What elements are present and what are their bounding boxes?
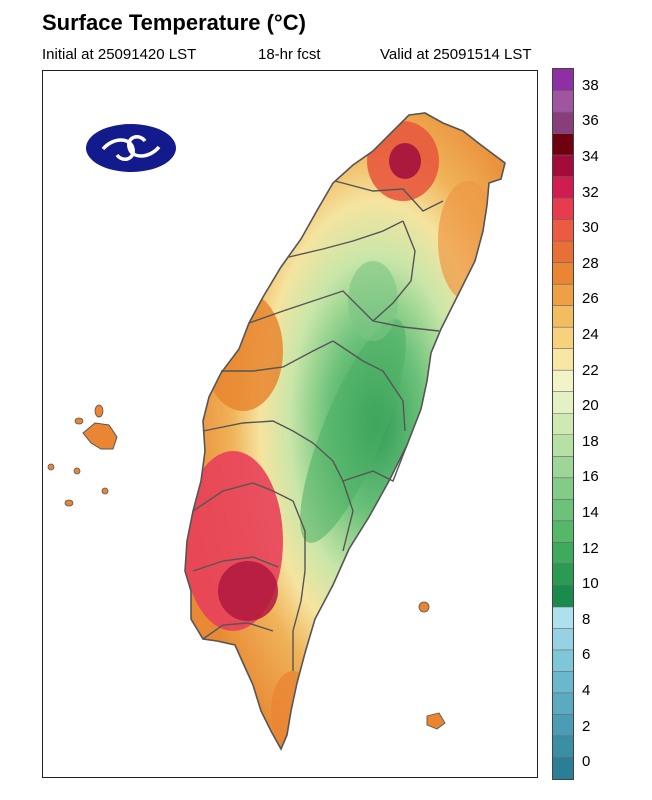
colorbar-swatch bbox=[553, 413, 573, 436]
cwa-logo-icon bbox=[86, 124, 176, 172]
colorbar-tick-label: 34 bbox=[582, 148, 599, 165]
colorbar-swatch bbox=[553, 284, 573, 306]
colorbar-tick-label: 4 bbox=[582, 682, 591, 699]
colorbar-swatch bbox=[553, 520, 573, 543]
colorbar-swatch bbox=[553, 542, 573, 565]
colorbar-swatch bbox=[553, 757, 573, 779]
initial-time-label: Initial at 25091420 LST bbox=[42, 46, 197, 63]
colorbar-swatch bbox=[553, 456, 573, 479]
chart-title: Surface Temperature (°C) bbox=[42, 10, 306, 35]
colorbar-tick-label: 2 bbox=[582, 717, 591, 735]
colorbar-swatch bbox=[553, 327, 573, 349]
colorbar-tick-label: 38 bbox=[582, 76, 599, 94]
colorbar-tick-label: 30 bbox=[582, 219, 599, 237]
colorbar-swatch bbox=[553, 692, 573, 715]
colorbar-swatch bbox=[553, 628, 573, 651]
colorbar-tick-label: 0 bbox=[582, 753, 591, 771]
colorbar-tick-label: 32 bbox=[582, 183, 599, 201]
colorbar-tick-label: 36 bbox=[582, 112, 599, 130]
colorbar-swatch bbox=[553, 241, 573, 263]
colorbar-swatch bbox=[553, 391, 573, 414]
colorbar-swatch bbox=[553, 585, 573, 608]
colorbar-tick-label: 18 bbox=[582, 432, 599, 450]
colorbar-swatch bbox=[553, 606, 573, 629]
colorbar-swatch bbox=[553, 112, 573, 134]
colorbar-tick-label: 28 bbox=[582, 254, 599, 272]
colorbar-tick-label: 6 bbox=[582, 646, 591, 664]
colorbar-swatch bbox=[553, 563, 573, 586]
taiwan-island bbox=[184, 112, 506, 751]
colorbar-swatch bbox=[553, 176, 573, 199]
colorbar-swatch bbox=[553, 348, 573, 371]
colorbar-swatch bbox=[553, 434, 573, 457]
colorbar-tick-label: 12 bbox=[582, 539, 599, 557]
map-panel bbox=[42, 70, 538, 778]
colorbar-tick-label: 22 bbox=[582, 361, 599, 379]
colorbar-swatch bbox=[553, 90, 573, 113]
temperature-colorbar bbox=[552, 68, 574, 780]
colorbar-swatch bbox=[553, 499, 573, 522]
colorbar-tick-label: 20 bbox=[582, 397, 599, 415]
colorbar-swatch bbox=[553, 69, 573, 91]
penghu-islands bbox=[47, 404, 118, 507]
map-svg bbox=[47, 112, 506, 751]
colorbar-tick-label: 14 bbox=[582, 504, 599, 521]
colorbar-swatch bbox=[553, 155, 573, 177]
colorbar-swatch bbox=[553, 305, 573, 328]
colorbar-swatch bbox=[553, 370, 573, 393]
colorbar-swatch bbox=[553, 262, 573, 285]
offshore-islands bbox=[418, 601, 446, 730]
colorbar-svg bbox=[553, 69, 573, 779]
colorbar-tick-label: 16 bbox=[582, 468, 599, 486]
colorbar-swatch bbox=[553, 133, 573, 156]
colorbar-swatch bbox=[553, 714, 573, 737]
colorbar-swatch bbox=[553, 198, 573, 220]
colorbar-tick-label: 26 bbox=[582, 290, 599, 308]
colorbar-swatch bbox=[553, 671, 573, 694]
colorbar-tick-label: 24 bbox=[582, 326, 599, 343]
colorbar-tick-label: 10 bbox=[582, 575, 599, 593]
valid-time-label: Valid at 25091514 LST bbox=[380, 46, 532, 63]
colorbar-swatch bbox=[553, 649, 573, 672]
colorbar-tick-label: 8 bbox=[582, 610, 591, 628]
colorbar-swatch bbox=[553, 477, 573, 500]
colorbar-swatch bbox=[553, 735, 573, 758]
colorbar-swatch bbox=[553, 219, 573, 242]
forecast-hour-label: 18-hr fcst bbox=[258, 46, 321, 63]
